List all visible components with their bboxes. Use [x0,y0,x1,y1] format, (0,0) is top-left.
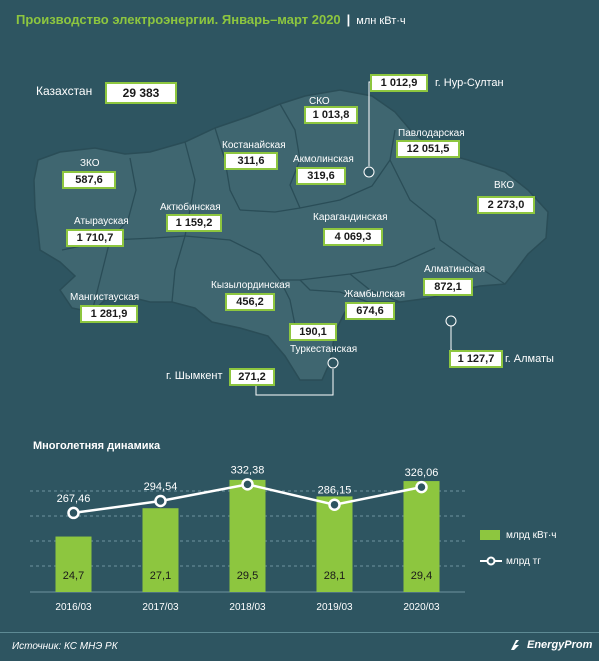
shymkent-marker [327,357,339,369]
legend-line-label: млрд тг [506,556,541,567]
bar-value-label: 27,1 [150,570,171,582]
region-value-almaty-obl: 872,1 [423,278,473,296]
footer: Источник: КС МНЭ РК EnergyProm [0,632,599,661]
line-point [415,480,428,494]
category-tick-label: 2019/03 [316,602,353,613]
region-name-aktobe: Актюбинская [160,202,221,213]
title-text: Производство электроэнергии. Январь–март… [16,12,341,27]
region-name-kostanay: Костанайская [222,140,286,151]
region-value-zko: 587,6 [62,171,116,189]
bar-value-label: 28,1 [324,570,345,582]
dynamics-chart: 24,7 2016/03 27,1 2017/03 29,5 2018/03 28,1 201… [30,464,465,613]
nursultan-marker [363,166,375,178]
logo-icon [511,640,519,651]
kazakhstan-total: 29 383 [105,82,177,104]
region-value-turkestan: 190,1 [289,323,337,341]
line-point [67,506,80,520]
region-value-mangistau: 1 281,9 [80,305,138,323]
region-value-atyrau: 1 710,7 [66,229,124,247]
region-name-kyzylorda: Кызылординская [211,280,291,291]
region-name-nursultan: г. Нур-Султан [435,77,504,89]
line-point [328,498,341,511]
line-value-label: 286,15 [318,485,352,497]
logo-text: EnergyProm [527,639,593,651]
region-value-kostanay: 311,6 [224,152,278,170]
legend-bar-label: млрд кВт·ч [506,530,557,541]
region-name-mangistau: Мангистауская [70,292,140,303]
kazakhstan-label: Казахстан [36,84,93,98]
bar [55,536,92,592]
region-name-zhambyl: Жамбылская [344,289,405,300]
map-shape [33,89,549,381]
kazakhstan-map: Казахстан 29 383 СКО 1 013,8 1 012,9 г. … [0,40,599,430]
line-value-label: 267,46 [57,493,91,505]
legend-line: млрд тг [480,556,541,567]
line-point [241,478,254,491]
region-name-akmola: Акмолинская [293,154,354,165]
title-unit: млн кВт·ч [356,15,406,27]
legend-bar-swatch [480,530,500,541]
region-value-karaganda: 4 069,3 [323,228,383,246]
region-name-atyrau: Атырауская [74,216,129,227]
legend-line-swatch [480,556,502,566]
region-value-vko: 2 273,0 [477,196,535,214]
bar [142,508,179,592]
category-tick-label: 2020/03 [403,602,440,613]
bar-value-label: 29,5 [237,570,258,582]
almaty-marker [445,315,457,327]
region-value-almaty-city: 1 127,7 [449,350,503,368]
line-value-label: 326,06 [405,467,439,479]
region-value-aktobe: 1 159,2 [166,214,222,232]
region-value-pavlodar: 12 051,5 [396,140,460,158]
region-name-pavlodar: Павлодарская [398,128,465,139]
region-value-shymkent: 271,2 [229,368,275,386]
almaty-leader [450,326,452,351]
shymkent-leader [255,369,334,396]
bar [229,479,266,592]
line-value-label: 332,38 [231,464,265,476]
region-value-sko: 1 013,8 [304,106,358,124]
bar [316,496,353,592]
line-point [154,494,167,508]
region-name-zko: ЗКО [80,158,100,169]
region-value-kyzylorda: 456,2 [225,293,275,311]
page-title: Производство электроэнергии. Январь–март… [16,12,406,27]
category-tick-label: 2017/03 [142,602,179,613]
region-value-akmola: 319,6 [296,167,346,185]
region-value-nursultan: 1 012,9 [370,74,428,92]
nursultan-leader [368,81,373,166]
region-name-vko: ВКО [494,180,515,191]
region-name-shymkent: г. Шымкент [166,370,223,382]
title-separator: | [346,12,351,27]
bar-value-label: 29,4 [411,570,432,582]
bar-value-label: 24,7 [63,570,84,582]
region-name-karaganda: Карагандинская [313,212,388,223]
region-value-zhambyl: 674,6 [345,302,395,320]
line-value-label: 294,54 [144,481,178,493]
category-tick-label: 2018/03 [229,602,266,613]
legend-bar: млрд кВт·ч [480,530,557,541]
category-tick-label: 2016/03 [55,602,92,613]
region-name-turkestan: Туркестанская [290,344,358,355]
chart-title: Многолетняя динамика [33,440,161,452]
energyprom-logo: EnergyProm [510,639,592,651]
source-text: Источник: КС МНЭ РК [12,641,118,652]
region-name-almaty-obl: Алматинская [424,264,485,275]
bar [403,481,440,592]
region-name-sko: СКО [309,96,330,107]
region-name-almaty-city: г. Алматы [505,353,554,365]
